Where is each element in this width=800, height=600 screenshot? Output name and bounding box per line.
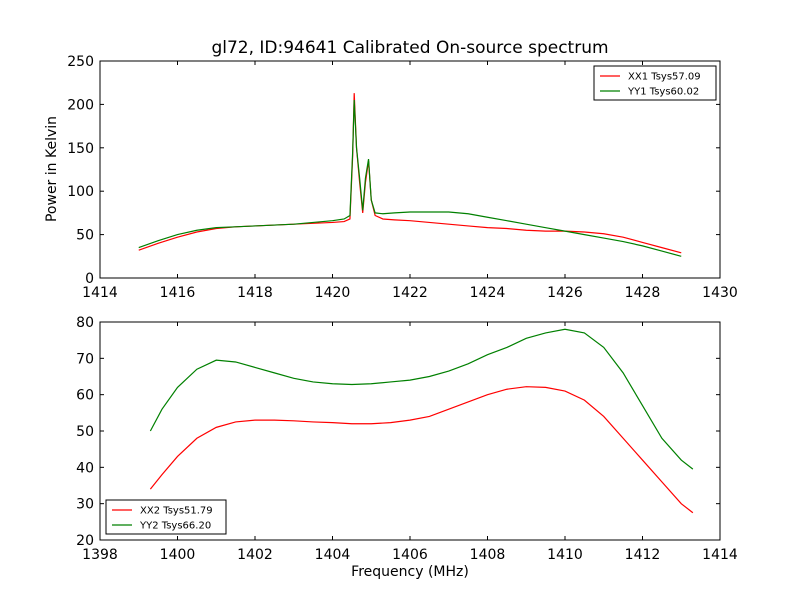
- y-tick-label: 30: [76, 497, 94, 513]
- y-tick-label: 60: [76, 388, 94, 404]
- x-tick-label: 1408: [470, 547, 506, 563]
- legend-box: [593, 65, 717, 101]
- legend: XX1 Tsys57.09 YY1 Tsys60.02: [593, 65, 717, 101]
- legend-entry: XX2 Tsys51.79: [140, 506, 213, 517]
- x-tick-label: 1414: [702, 547, 738, 563]
- y-tick-label: 200: [67, 97, 94, 113]
- x-tick-label: 1418: [237, 285, 273, 301]
- legend: XX2 Tsys51.79 YY2 Tsys66.20: [105, 499, 227, 535]
- x-tick-label: 1414: [82, 285, 118, 301]
- x-tick-label: 1416: [160, 285, 196, 301]
- y-tick-label: 50: [76, 424, 94, 440]
- y-tick-label: 250: [67, 54, 94, 70]
- series-line-2: [138, 100, 682, 257]
- x-tick-label: 1412: [625, 547, 661, 563]
- x-tick-label: 1400: [160, 547, 196, 563]
- legend-box: [105, 499, 227, 535]
- x-tick-label: 1406: [392, 547, 428, 563]
- legend-entry: XX1 Tsys57.09: [628, 72, 701, 83]
- x-tick-label: 1420: [315, 285, 351, 301]
- bottom-spectrum-chart: 1398 1400 1402 1404 1406 1408 1410 1412 1414 20 30…: [76, 315, 738, 563]
- y-tick-label: 40: [76, 460, 94, 476]
- x-tick-label: 1398: [82, 547, 118, 563]
- x-tick-label: 1428: [625, 285, 661, 301]
- x-axis-label: Frequency (MHz): [351, 564, 469, 580]
- x-tick-label: 1424: [470, 285, 506, 301]
- x-tick-label: 1402: [237, 547, 273, 563]
- x-tick-label: 1404: [315, 547, 351, 563]
- series-line-2: [149, 328, 694, 470]
- x-tick-label: 1422: [392, 285, 428, 301]
- top-spectrum-chart: 1414 1416 1418 1420 1422 1424 1426 1428 1430 0 50 1…: [67, 54, 738, 301]
- legend-entry: YY1 Tsys60.02: [627, 87, 699, 98]
- x-tick-label: 1426: [547, 285, 583, 301]
- y-axis-label: Power in Kelvin: [44, 116, 60, 222]
- y-tick-label: 0: [85, 271, 94, 287]
- y-tick-label: 150: [67, 141, 94, 157]
- legend-entry: YY2 Tsys66.20: [139, 521, 211, 532]
- y-tick-label: 20: [76, 533, 94, 549]
- x-tick-label: 1430: [702, 285, 738, 301]
- chart-title: gl72, ID:94641 Calibrated On-source spec…: [211, 38, 608, 58]
- x-tick-label: 1410: [547, 547, 583, 563]
- y-tick-label: 50: [76, 228, 94, 244]
- series-line-1: [149, 386, 694, 514]
- y-tick-label: 100: [67, 184, 94, 200]
- y-tick-label: 80: [76, 315, 94, 331]
- y-tick-label: 70: [76, 351, 94, 367]
